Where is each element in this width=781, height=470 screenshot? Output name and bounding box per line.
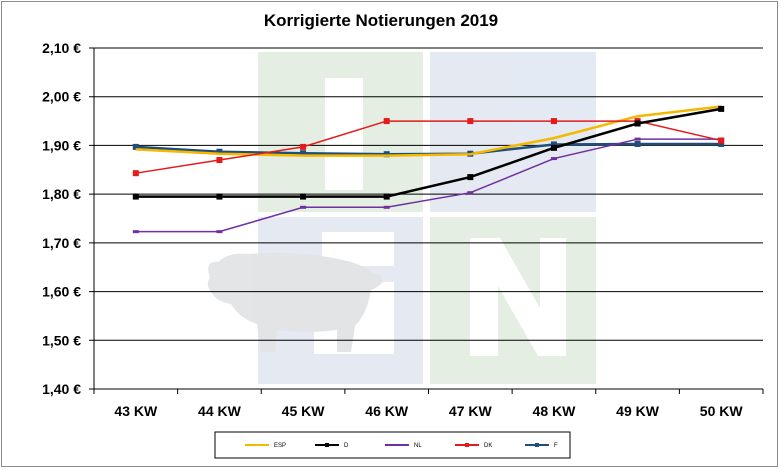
plot-grid [89, 47, 764, 394]
x-tick-label: 50 KW [700, 403, 744, 419]
data-point [634, 140, 641, 147]
plot-ticks: 2,10 € 2,00 € 1,90 € 1,80 € 1,70 € 1,60 € 1,50… [42, 40, 743, 419]
data-point [216, 230, 223, 234]
data-point [300, 205, 307, 209]
x-tick-label: 43 KW [114, 403, 158, 419]
series-nl [132, 137, 725, 234]
data-point [383, 151, 390, 158]
series-line [135, 120, 722, 174]
legend-item-dk: DK [455, 443, 492, 449]
data-point [216, 157, 223, 164]
legend-item-esp: ESP [245, 443, 286, 449]
series-esp [135, 105, 722, 157]
data-point [383, 118, 390, 125]
data-point [132, 170, 139, 177]
data-point [216, 193, 223, 200]
data-point [132, 230, 139, 234]
y-tick-label: 1,60 € [42, 284, 81, 300]
y-tick-label: 1,40 € [42, 381, 81, 397]
legend-label: NL [414, 443, 422, 449]
data-point [467, 118, 474, 125]
y-tick-label: 1,90 € [42, 137, 81, 153]
data-point [132, 143, 139, 150]
legend-item-d: D [315, 443, 349, 449]
legend-item-f: F [525, 443, 558, 449]
data-point [467, 174, 474, 181]
data-point [300, 143, 307, 150]
data-point [216, 148, 223, 155]
data-point [550, 144, 557, 151]
legend-marker [325, 443, 329, 447]
x-tick-label: 45 KW [282, 403, 326, 419]
data-point [718, 140, 725, 147]
x-tick-label: 48 KW [533, 403, 577, 419]
series-line [135, 105, 722, 157]
plot-series [132, 105, 725, 234]
y-tick-label: 1,70 € [42, 235, 81, 251]
data-point [550, 141, 557, 148]
x-tick-label: 47 KW [449, 403, 493, 419]
data-point [634, 137, 641, 141]
legend-label: D [344, 443, 349, 449]
data-point [718, 137, 725, 144]
data-point [383, 205, 390, 209]
series-d [132, 105, 725, 200]
data-point [550, 157, 557, 161]
data-point [132, 193, 139, 200]
y-tick-label: 1,80 € [42, 186, 81, 202]
data-point [300, 193, 307, 200]
series-line [135, 107, 722, 198]
data-point [718, 105, 725, 112]
series-dk [132, 118, 725, 177]
chart-legend: ESP D NL DK F [214, 431, 571, 459]
data-point [300, 150, 307, 157]
legend-label: F [554, 443, 558, 449]
x-tick-label: 44 KW [198, 403, 242, 419]
data-point [467, 191, 474, 195]
data-point [383, 193, 390, 200]
y-tick-label: 2,00 € [42, 89, 81, 105]
data-point [550, 118, 557, 125]
x-tick-label: 46 KW [365, 403, 409, 419]
legend-label: ESP [274, 443, 286, 449]
legend-label: DK [484, 443, 492, 449]
series-line [135, 138, 722, 233]
legend-item-nl: NL [385, 443, 422, 449]
legend-marker [465, 443, 469, 447]
isn-watermark-logo [207, 52, 596, 384]
chart-title: Korrigierte Notierungen 2019 [264, 11, 498, 30]
data-point [634, 120, 641, 127]
legend-marker [535, 443, 539, 447]
y-tick-label: 2,10 € [42, 40, 81, 56]
y-tick-label: 1,50 € [42, 332, 81, 348]
x-tick-label: 49 KW [616, 403, 660, 419]
